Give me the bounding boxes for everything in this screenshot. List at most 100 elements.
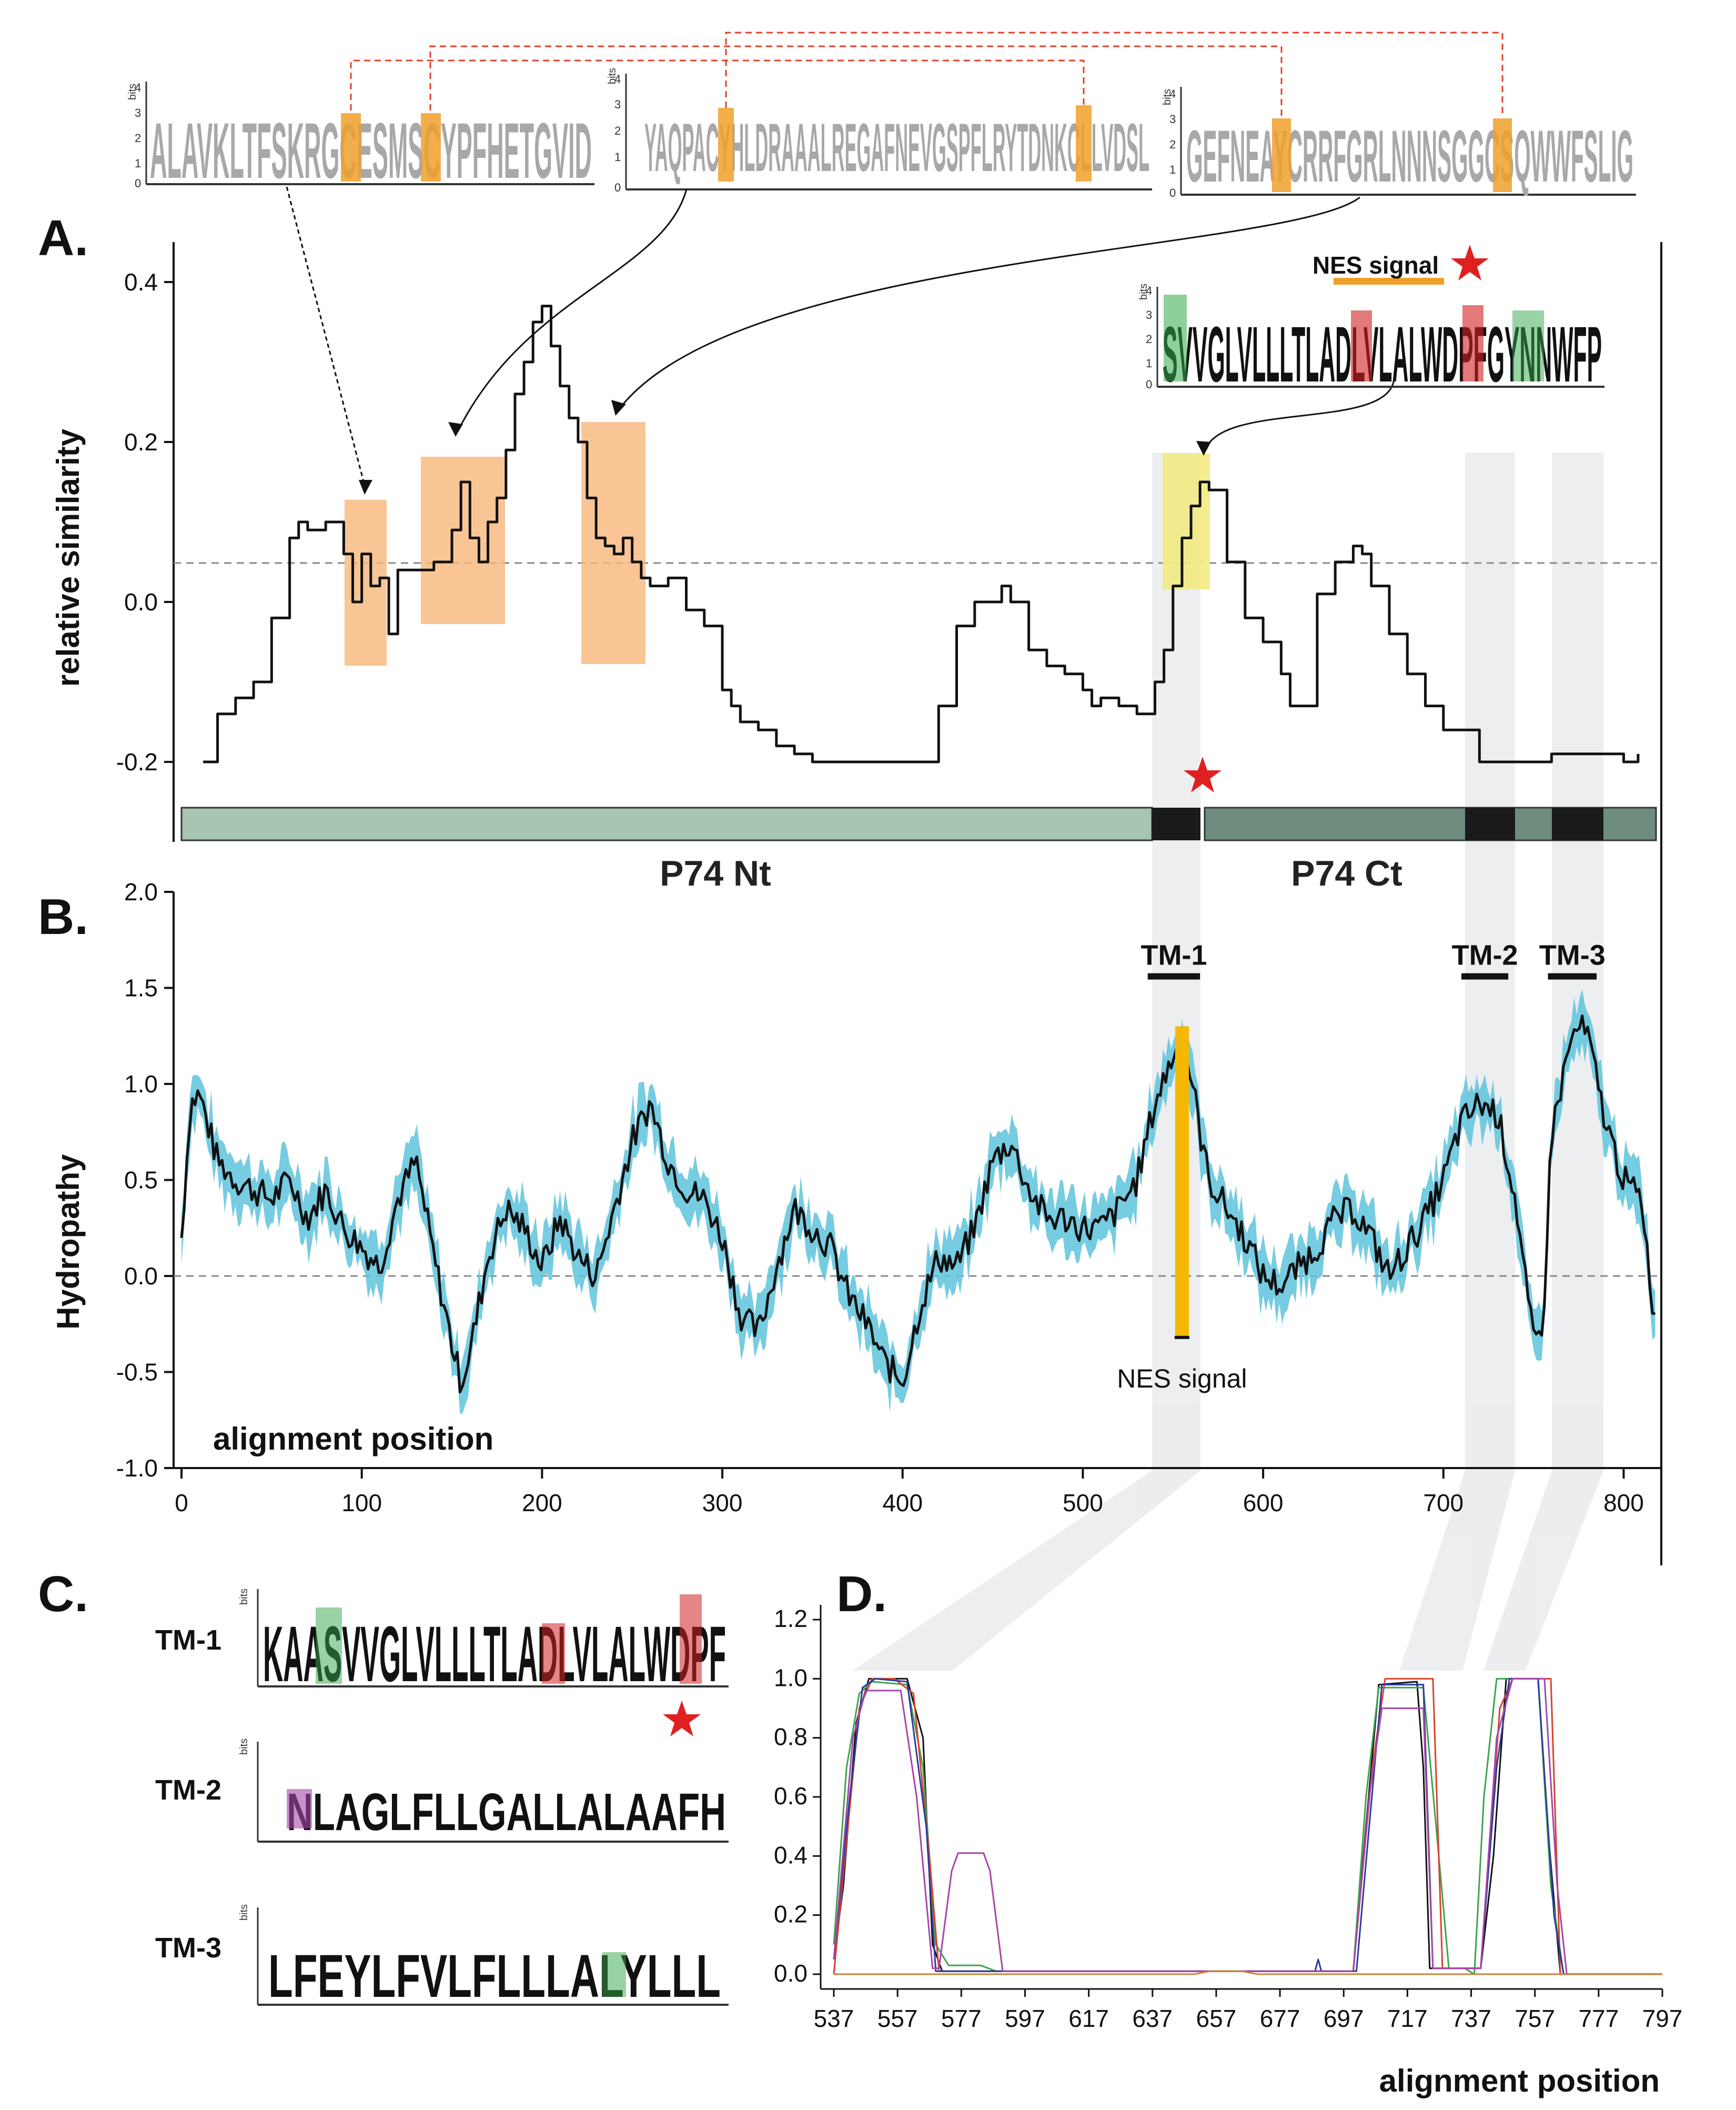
hydropathy-line — [180, 1014, 1656, 1394]
tm3-logo-sequence: LFEYLFVLFLLLALYLLL — [268, 1943, 721, 2010]
nes-signal-bar — [1334, 278, 1444, 285]
b-xtick-label-6: 600 — [1243, 1489, 1284, 1516]
svg-text:1: 1 — [1146, 357, 1152, 370]
d-series-red — [833, 1677, 1662, 1975]
band-tm1-to-d — [852, 1471, 1200, 1671]
highlight-box-nes — [1163, 454, 1210, 589]
hydropathy-variance-band — [181, 989, 1656, 1414]
svg-text:4: 4 — [135, 81, 141, 94]
panel-a-y-ticks: 0.4 0.2 0.0 -0.2 — [116, 268, 174, 776]
a-ytick-label-3: -0.2 — [116, 748, 158, 776]
label-p74-nt: P74 Nt — [660, 853, 771, 893]
d-xtick-label-9: 717 — [1387, 2005, 1428, 2032]
tm2-logo-label: TM-2 — [155, 1774, 221, 1806]
svg-text:2: 2 — [1146, 333, 1152, 346]
segment-nt — [180, 807, 1153, 841]
b-xtick-label-8: 800 — [1603, 1489, 1644, 1516]
b-xtick-label-1: 100 — [341, 1489, 382, 1516]
svg-text:bits: bits — [127, 84, 138, 100]
svg-text:1: 1 — [614, 150, 621, 164]
svg-text:4: 4 — [1169, 87, 1176, 101]
d-ytick-label-1: 1.0 — [774, 1664, 808, 1691]
tm3-logo: TM-3 bits LFEYLFVLFLLLALYLLL — [155, 1904, 729, 2010]
d-series-blue — [833, 1677, 1662, 1975]
a-ytick-label-1: 0.2 — [124, 428, 158, 456]
b-ytick-label-3: 0.5 — [124, 1167, 158, 1194]
d-series-green — [833, 1677, 1662, 1975]
panel-b-x-ticks: 0 100 200 300 400 500 600 700 800 — [175, 1468, 1644, 1516]
d-xtick-label-10: 737 — [1451, 2005, 1491, 2032]
d-xtick-label-2: 577 — [941, 2005, 982, 2032]
segment-tm1 — [1152, 808, 1200, 840]
svg-text:bits: bits — [1162, 89, 1173, 105]
band-tm3 — [1552, 453, 1603, 1471]
label-p74-ct: P74 Ct — [1291, 853, 1402, 893]
svg-text:bits: bits — [238, 1589, 250, 1605]
svg-text:bits: bits — [238, 1739, 250, 1755]
svg-text:0: 0 — [1169, 186, 1176, 199]
b-ytick-label-1: 1.5 — [124, 974, 158, 1002]
d-series-black — [833, 1677, 1662, 1975]
b-ytick-label-6: -1.0 — [116, 1454, 158, 1482]
svg-text:3: 3 — [1146, 308, 1152, 321]
svg-text:bits: bits — [1138, 284, 1149, 300]
highlight-box-3 — [581, 422, 645, 664]
band-tm2-to-d — [1399, 1471, 1515, 1671]
d-series-orange — [834, 1970, 1662, 1975]
b-xtick-label-0: 0 — [175, 1489, 188, 1516]
logo-3-sequence: GEFNEAYCRRFGRLNNNSGGCSQWWFSLIG — [1186, 115, 1633, 197]
d-xtick-label-0: 537 — [814, 2005, 854, 2032]
b-xtick-label-2: 200 — [522, 1489, 562, 1516]
svg-text:4: 4 — [1146, 284, 1152, 297]
band-tm2 — [1465, 453, 1515, 1471]
d-xtick-label-12: 777 — [1578, 2005, 1619, 2032]
b-xtick-label-3: 300 — [702, 1489, 743, 1516]
b-xtick-label-7: 700 — [1423, 1489, 1464, 1516]
tm1-label: TM-1 — [1140, 940, 1207, 971]
panel-d-x-label: alignment position — [1379, 2063, 1660, 2098]
d-ytick-label-6: 0.0 — [774, 1960, 808, 1987]
svg-text:4: 4 — [614, 73, 621, 86]
svg-text:bits: bits — [238, 1904, 250, 1921]
tm2-logo-sequence: NLAGLFLLGALLALAAFH — [287, 1783, 726, 1842]
panel-d-label: D. — [836, 1566, 887, 1622]
b-ytick-label-5: -0.5 — [116, 1359, 158, 1386]
d-xtick-label-1: 557 — [877, 2005, 918, 2032]
d-xtick-label-4: 617 — [1068, 2005, 1109, 2032]
segment-tm3 — [1552, 808, 1603, 840]
panel-a-axes — [173, 242, 1662, 1565]
panel-c-label: C. — [38, 1566, 88, 1622]
similarity-line — [203, 305, 1640, 763]
d-ytick-label-5: 0.2 — [774, 1901, 808, 1928]
panel-d-series — [833, 1677, 1662, 1975]
star-icon-nes-logo — [1451, 245, 1489, 280]
panel-b-label: B. — [38, 889, 88, 945]
panel-d-x-ticks: 537 557 577 597 617 637 657 677 697 717 737 757 777 7… — [814, 1989, 1682, 2032]
d-ytick-label-3: 0.6 — [774, 1782, 808, 1810]
svg-text:0: 0 — [1146, 378, 1152, 391]
d-ytick-label-0: 1.2 — [774, 1605, 808, 1632]
disulfide-connectors — [350, 32, 1503, 117]
d-xtick-label-8: 697 — [1324, 2005, 1364, 2032]
tm1-logo: TM-1 bits KAASVVGLVLLLTLADLVLALWDPF — [155, 1589, 729, 1698]
svg-text:2: 2 — [135, 132, 141, 145]
a-ytick-label-0: 0.4 — [124, 268, 158, 296]
svg-text:0: 0 — [135, 177, 141, 190]
band-tm3-to-d — [1483, 1471, 1603, 1671]
d-xtick-label-5: 637 — [1132, 2005, 1173, 2032]
b-ytick-label-2: 1.0 — [124, 1070, 158, 1098]
svg-text:3: 3 — [135, 106, 141, 119]
arrow-heads — [359, 400, 1211, 495]
nes-signal-label-a: NES signal — [1313, 252, 1439, 279]
svg-text:3: 3 — [1169, 113, 1176, 126]
segment-tm2 — [1465, 808, 1515, 840]
star-icon-tm1-logo — [663, 1701, 701, 1736]
tm-region-markers: TM-1 TM-2 TM-3 — [1140, 940, 1606, 980]
d-series-purple — [833, 1677, 1662, 1975]
d-xtick-label-11: 757 — [1515, 2005, 1555, 2032]
panel-d-y-ticks: 1.2 1.0 0.8 0.6 0.4 0.2 0.0 — [774, 1605, 821, 1987]
d-ytick-label-2: 0.8 — [774, 1723, 808, 1751]
d-xtick-label-6: 657 — [1196, 2005, 1237, 2032]
